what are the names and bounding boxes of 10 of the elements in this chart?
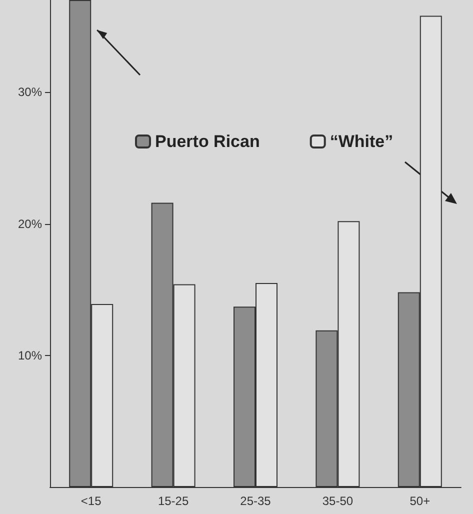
x-tick-label: 50+ [410,494,430,508]
x-tick-label: 15-25 [158,494,189,508]
y-tick-label: 30% [18,85,42,100]
y-tick-label: 20% [18,216,42,231]
legend-label: “White” [330,132,394,151]
legend-label: Puerto Rican [155,132,260,151]
x-tick-label: <15 [80,494,102,508]
x-tick-label: 35-50 [322,494,354,508]
y-tick-label: 10% [18,348,42,362]
x-tick-label: 25-35 [240,494,272,508]
